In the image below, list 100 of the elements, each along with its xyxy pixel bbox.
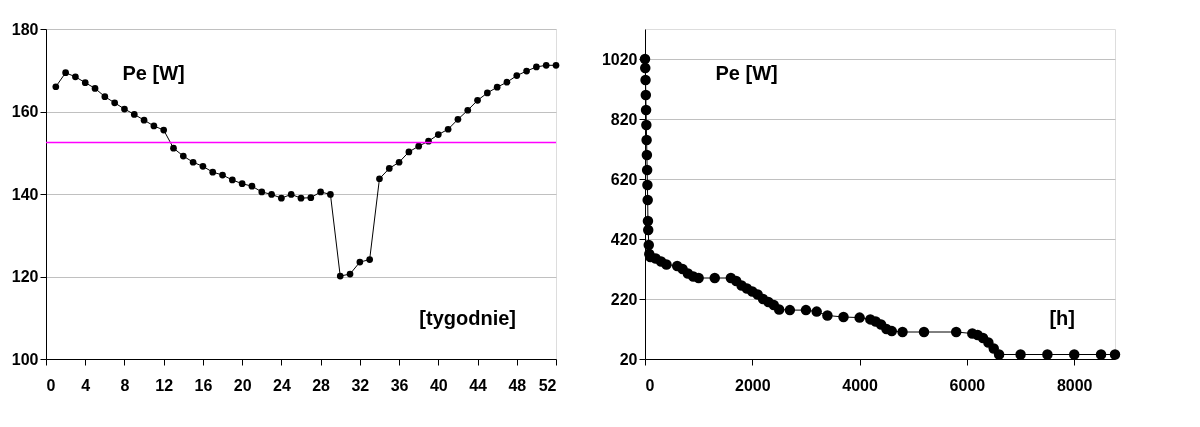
point xyxy=(130,111,138,118)
point xyxy=(1095,349,1107,360)
point xyxy=(493,83,501,91)
point xyxy=(228,176,236,184)
point xyxy=(552,61,560,69)
point xyxy=(150,122,158,130)
x-tick-label: 36 xyxy=(390,376,409,394)
x-tick-label: 28 xyxy=(312,376,331,394)
x-tick-label: 12 xyxy=(155,376,174,394)
point xyxy=(773,304,785,315)
point xyxy=(641,164,653,176)
x-tick-label: 6000 xyxy=(949,376,986,394)
point xyxy=(1042,349,1053,360)
x-tick-label: 20 xyxy=(233,376,252,394)
x-tick-label: 8 xyxy=(120,376,130,394)
point xyxy=(918,326,930,338)
point xyxy=(287,191,295,198)
point xyxy=(1068,349,1080,360)
x-tick-label: 24 xyxy=(272,376,291,394)
point xyxy=(91,85,99,92)
point xyxy=(950,326,962,338)
point xyxy=(483,89,491,97)
point xyxy=(642,215,654,227)
x-tick-label: 32 xyxy=(351,376,370,394)
point xyxy=(800,304,812,316)
point xyxy=(307,194,315,202)
y-tick-label: 620 xyxy=(610,170,638,188)
point xyxy=(640,74,651,86)
point xyxy=(1109,349,1121,360)
point xyxy=(179,152,187,160)
y-tick-label: 100 xyxy=(11,350,39,368)
y-tick-label: 820 xyxy=(610,110,638,128)
point xyxy=(642,224,654,236)
point xyxy=(111,99,119,107)
y-tick-label: 20 xyxy=(619,350,638,368)
point xyxy=(385,165,393,172)
point xyxy=(464,106,472,114)
point xyxy=(640,89,652,101)
point xyxy=(366,256,374,263)
point xyxy=(248,182,256,190)
y-tick-label: 120 xyxy=(11,268,39,285)
point xyxy=(1015,349,1026,360)
x-tick-label: 48 xyxy=(508,376,527,394)
point xyxy=(639,53,651,65)
point xyxy=(811,306,822,317)
point xyxy=(199,163,207,170)
x-tick-label: 40 xyxy=(429,376,448,394)
y-axis-title: Pe [W] xyxy=(122,62,185,84)
x-tick-label: 44 xyxy=(469,376,488,394)
x-axis-title: [h] xyxy=(1049,307,1075,329)
x-tick-label: 0 xyxy=(46,376,56,394)
point xyxy=(395,158,403,166)
point xyxy=(542,61,550,69)
point xyxy=(81,79,89,86)
point xyxy=(434,131,442,138)
point xyxy=(189,158,197,166)
point xyxy=(640,62,651,74)
y-tick-label: 220 xyxy=(610,290,638,308)
point xyxy=(993,349,1005,360)
y-tick-label: 420 xyxy=(610,230,638,248)
x-tick-label: 0 xyxy=(645,376,655,394)
point xyxy=(643,239,654,251)
point xyxy=(258,188,266,196)
point xyxy=(503,78,511,86)
point xyxy=(474,97,481,104)
point xyxy=(709,272,720,284)
point xyxy=(523,67,530,75)
point xyxy=(52,83,60,91)
point xyxy=(533,63,540,71)
point xyxy=(641,134,652,146)
x-axis-title: [tygodnie] xyxy=(419,307,516,329)
point xyxy=(62,69,69,77)
x-tick-label: 2000 xyxy=(735,376,771,394)
x-tick-label: 4 xyxy=(81,376,91,394)
point xyxy=(897,326,908,338)
point xyxy=(219,171,226,179)
y-tick-label: 180 xyxy=(11,20,39,38)
point xyxy=(356,258,364,266)
point xyxy=(140,116,148,124)
point xyxy=(784,304,796,316)
point xyxy=(642,194,653,206)
point xyxy=(376,175,383,183)
point xyxy=(642,179,653,191)
point xyxy=(160,126,168,134)
x-tick-label: 16 xyxy=(194,376,213,394)
point xyxy=(693,272,704,284)
point xyxy=(513,72,521,79)
point xyxy=(854,312,865,323)
point xyxy=(838,311,849,323)
point xyxy=(822,310,833,321)
point xyxy=(346,270,354,278)
y-tick-label: 1020 xyxy=(601,50,638,68)
point xyxy=(238,180,246,188)
point xyxy=(640,104,652,116)
x-tick-label: 4000 xyxy=(842,376,879,394)
y-axis-title: Pe [W] xyxy=(715,62,778,84)
point xyxy=(336,272,344,280)
point xyxy=(444,125,452,133)
point xyxy=(278,194,285,202)
point xyxy=(886,325,898,337)
